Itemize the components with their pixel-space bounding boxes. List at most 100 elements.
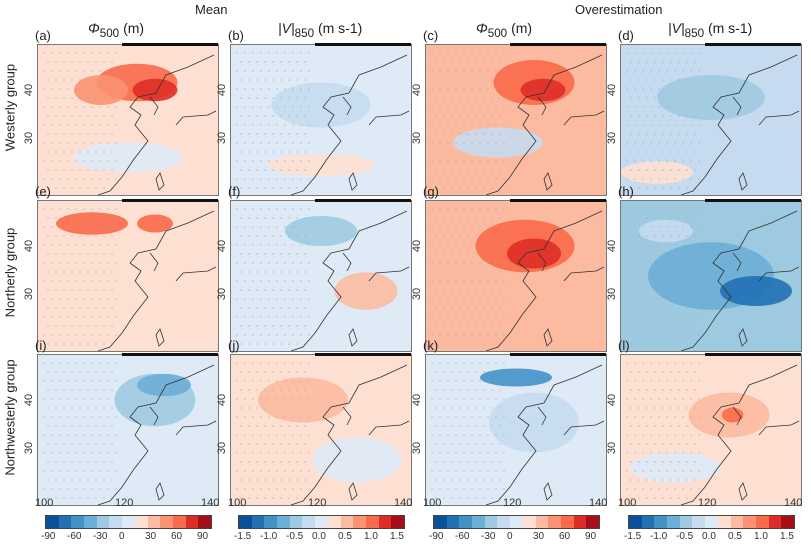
significance-dot xyxy=(447,334,449,336)
significance-dot xyxy=(252,244,254,246)
colorbar-swatch xyxy=(522,516,536,528)
significance-dot xyxy=(463,142,465,144)
significance-dot xyxy=(63,407,65,409)
significance-dot xyxy=(288,79,290,81)
significance-dot xyxy=(240,443,242,445)
significance-dot xyxy=(111,271,113,273)
colorbar-swatch xyxy=(185,516,199,528)
significance-dot xyxy=(115,178,117,180)
significance-dot xyxy=(268,70,270,72)
significance-dot xyxy=(694,235,696,237)
significance-dot xyxy=(690,262,692,264)
colorbar-tick-label: 60 xyxy=(559,531,571,542)
significance-dot xyxy=(483,371,485,373)
significance-dot xyxy=(308,244,310,246)
significance-dot xyxy=(694,253,696,255)
significance-dot xyxy=(43,470,45,472)
significance-dot xyxy=(59,142,61,144)
significance-dot xyxy=(107,298,109,300)
significance-dot xyxy=(447,398,449,400)
significance-dot xyxy=(304,271,306,273)
significance-dot xyxy=(475,425,477,427)
significance-dot xyxy=(463,362,465,364)
significance-dot xyxy=(260,226,262,228)
colorbar-swatch xyxy=(459,516,473,528)
significance-dot xyxy=(682,88,684,90)
significance-dot xyxy=(43,316,45,318)
significance-dot xyxy=(698,70,700,72)
significance-dot xyxy=(503,106,505,108)
significance-dot xyxy=(292,106,294,108)
colorbar-swatch xyxy=(391,516,404,528)
significance-dot xyxy=(47,343,49,345)
significance-dot xyxy=(272,253,274,255)
significance-dot xyxy=(455,434,457,436)
significance-dot xyxy=(459,217,461,219)
coastline xyxy=(680,54,800,195)
significance-dot xyxy=(642,434,644,436)
significance-dot xyxy=(487,298,489,300)
significance-dot xyxy=(83,70,85,72)
significance-dot xyxy=(455,142,457,144)
significance-dot xyxy=(694,133,696,135)
significance-dot xyxy=(264,253,266,255)
significance-dot xyxy=(475,371,477,373)
significance-dot xyxy=(471,208,473,210)
significance-dot xyxy=(690,208,692,210)
significance-dot xyxy=(51,208,53,210)
significance-dot xyxy=(495,124,497,126)
significance-dot xyxy=(95,389,97,391)
significance-dot xyxy=(678,97,680,99)
colorbar-tick-label: 30 xyxy=(533,531,545,542)
significance-dot xyxy=(646,307,648,309)
significance-dot xyxy=(75,244,77,246)
significance-dot xyxy=(280,271,282,273)
significance-dot xyxy=(471,398,473,400)
significance-dot xyxy=(431,316,433,318)
significance-dot xyxy=(280,479,282,481)
significance-dot xyxy=(288,253,290,255)
significance-dot xyxy=(268,434,270,436)
significance-dot xyxy=(67,124,69,126)
significance-dot xyxy=(272,289,274,291)
significance-dot xyxy=(280,497,282,499)
panel-top-bar xyxy=(705,353,801,356)
significance-dot xyxy=(71,407,73,409)
significance-dot xyxy=(467,133,469,135)
significance-dot xyxy=(95,79,97,81)
significance-dot xyxy=(670,497,672,499)
significance-dot xyxy=(59,280,61,282)
significance-dot xyxy=(694,479,696,481)
significance-dot xyxy=(95,343,97,345)
significance-dot xyxy=(483,133,485,135)
significance-dot xyxy=(435,371,437,373)
significance-dot xyxy=(686,79,688,81)
significance-dot xyxy=(79,151,81,153)
significance-dot xyxy=(483,217,485,219)
significance-dot xyxy=(268,316,270,318)
significance-dot xyxy=(79,343,81,345)
significance-dot xyxy=(55,151,57,153)
significance-dot xyxy=(272,235,274,237)
significance-dot xyxy=(467,217,469,219)
significance-dot xyxy=(674,208,676,210)
significance-dot xyxy=(463,380,465,382)
significance-dot xyxy=(467,235,469,237)
significance-dot xyxy=(666,334,668,336)
significance-dot xyxy=(248,343,250,345)
significance-dot xyxy=(638,187,640,189)
significance-dot xyxy=(495,226,497,228)
significance-dot xyxy=(475,61,477,63)
significance-dot xyxy=(67,244,69,246)
significance-dot xyxy=(642,124,644,126)
significance-dot xyxy=(439,470,441,472)
significance-dot xyxy=(276,452,278,454)
significance-dot xyxy=(495,434,497,436)
significance-dot xyxy=(674,52,676,54)
significance-dot xyxy=(260,52,262,54)
significance-dot xyxy=(59,88,61,90)
significance-dot xyxy=(487,434,489,436)
significance-dot xyxy=(626,124,628,126)
significance-dot xyxy=(475,151,477,153)
longitude-tick-label: 140 xyxy=(394,497,413,509)
